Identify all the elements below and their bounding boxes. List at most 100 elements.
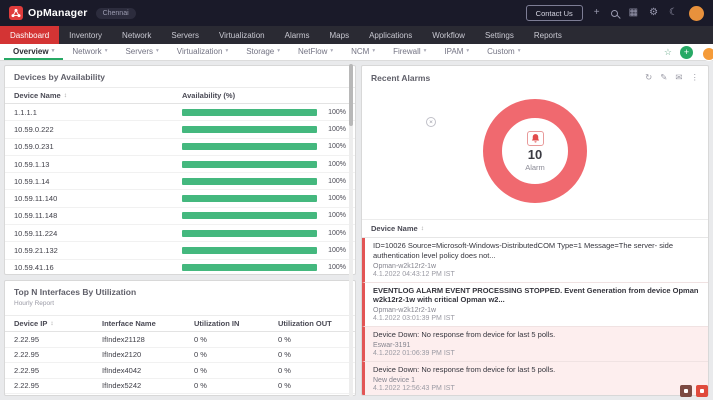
mainnav-item-dashboard[interactable]: Dashboard (0, 26, 60, 44)
table-row[interactable]: 10.59.21.132 100% (5, 242, 355, 260)
search-icon[interactable] (610, 9, 618, 17)
mainnav-item-workflow[interactable]: Workflow (432, 30, 465, 40)
table-row[interactable]: 10.59.1.13 100% (5, 156, 355, 174)
column-header-utilization-out: Utilization OUT (278, 319, 346, 328)
subnav-label: IPAM (444, 46, 464, 56)
alarm-donut-chart: × 10 Alarm (362, 85, 708, 219)
utilization-out-cell: 0 % (278, 334, 291, 344)
device-name-cell: 10.59.21.132 (14, 246, 58, 256)
sort-icon[interactable]: ↕ (420, 225, 424, 232)
subnav-item-overview[interactable]: Overview ▾ (4, 44, 64, 60)
theme-icon[interactable]: ☾ (669, 7, 678, 18)
sort-icon[interactable]: ↕ (50, 320, 54, 327)
subnav-label: Custom (487, 46, 515, 56)
left-scrollbar[interactable] (349, 64, 353, 397)
subnav-item-virtualization[interactable]: Virtualization ▾ (168, 44, 237, 60)
mainnav-item-maps[interactable]: Maps (329, 30, 350, 40)
alarm-list-item[interactable]: ID=10026 Source=Microsoft-Windows-Distri… (362, 238, 708, 283)
table-row[interactable]: 10.59.11.224 100% (5, 225, 355, 243)
alarm-list-item[interactable]: EVENTLOG ALARM EVENT PROCESSING STOPPED.… (362, 282, 708, 327)
mainnav-item-alarms[interactable]: Alarms (284, 30, 310, 40)
mainnav-item-virtualization[interactable]: Virtualization (218, 30, 265, 40)
table-row[interactable]: 2.22.95 IfIndex4042 0 % 0 % (5, 363, 355, 379)
refresh-icon[interactable]: ↻ (645, 72, 653, 82)
panel-subtitle: Hourly Report (14, 300, 55, 307)
availability-rows: 1.1.1.1 100% 10.59.0.222 100% 10.59.0.231 100… (5, 104, 355, 274)
user-avatar[interactable] (689, 5, 704, 21)
table-row[interactable]: 10.59.41.16 100% (5, 260, 355, 274)
topbar: OpManager Chennai Contact Us + ▦ ⚙ ☾ (0, 0, 713, 26)
app-title: OpManager (28, 7, 88, 19)
subnav-item-firewall[interactable]: Firewall ▾ (384, 44, 435, 60)
subnav-item-network[interactable]: Network ▾ (63, 44, 116, 60)
table-row[interactable]: 192.168.90.121IfIndex20 %0 % (5, 394, 355, 395)
alarm-list-header[interactable]: Device Name ↕ (362, 219, 708, 238)
alarm-list-item[interactable]: Device Down: No response from device for… (362, 361, 708, 395)
chevron-down-icon: ▾ (423, 48, 427, 54)
floating-widgets (680, 385, 708, 397)
apps-icon[interactable]: ▦ (628, 7, 639, 18)
edit-icon[interactable]: ✎ (660, 72, 668, 82)
location-selector[interactable]: Chennai (95, 7, 136, 19)
interface-name-cell: IfIndex4042 (102, 365, 142, 375)
subnav-item-custom[interactable]: Custom ▾ (478, 44, 529, 60)
mainnav-item-settings[interactable]: Settings (484, 30, 514, 40)
mainnav-item-applications[interactable]: Applications (369, 30, 413, 40)
table-row[interactable]: 10.59.11.140 100% (5, 190, 355, 208)
chevron-down-icon: ▾ (466, 48, 470, 54)
availability-bar-track (182, 229, 317, 237)
subnav-item-ncm[interactable]: NCM ▾ (342, 44, 384, 60)
scrollbar-thumb[interactable] (349, 64, 353, 126)
utilization-out-cell: 0 % (278, 381, 291, 391)
subnav-item-servers[interactable]: Servers ▾ (116, 44, 167, 60)
more-icon[interactable]: ⋮ (690, 72, 700, 82)
alarm-list-item[interactable]: Device Down: No response from device for… (362, 327, 708, 362)
device-name-cell: 10.59.11.140 (14, 194, 58, 204)
table-row[interactable]: 2.22.95 IfIndex5242 0 % 0 % (5, 379, 355, 394)
column-header-device-ip[interactable]: Device IP ↕ (14, 319, 102, 328)
alarms-panel-header: Recent Alarms ↻ ✎ ✉ ⋮ (362, 66, 708, 85)
favorite-star-icon[interactable]: ☆ (663, 46, 672, 57)
sort-icon[interactable]: ↕ (63, 92, 67, 99)
utilization-out-cell: 0 % (278, 350, 291, 360)
availability-bar-track (182, 108, 317, 116)
mainnav-item-network[interactable]: Network (122, 30, 152, 40)
chat-widget-icon[interactable] (696, 385, 708, 397)
mainnav-item-servers[interactable]: Servers (171, 30, 199, 40)
assistant-bubble-icon[interactable] (702, 47, 713, 61)
availability-bar: 100% (182, 212, 346, 220)
mainnav-item-inventory[interactable]: Inventory (69, 30, 103, 40)
column-header-device-name[interactable]: Device Name ↕ (14, 91, 182, 100)
column-label: Utilization IN (194, 319, 240, 328)
feedback-widget-icon[interactable] (680, 385, 692, 397)
subnav-item-ipam[interactable]: IPAM ▾ (435, 44, 478, 60)
table-row[interactable]: 1.1.1.1 100% (5, 104, 355, 122)
table-row[interactable]: 10.59.0.231 100% (5, 139, 355, 156)
collapse-chart-icon[interactable]: × (426, 117, 436, 127)
mainnav-item-reports[interactable]: Reports (533, 30, 562, 40)
subnav-item-storage[interactable]: Storage ▾ (237, 44, 289, 60)
availability-bar-track (182, 264, 317, 272)
table-row[interactable]: 10.59.11.148 100% (5, 208, 355, 226)
alarm-donut-ring[interactable]: 10 Alarm (483, 99, 587, 203)
utilization-in-cell: 0 % (194, 365, 207, 375)
subnav-item-netflow[interactable]: NetFlow ▾ (289, 44, 342, 60)
contact-us-button[interactable]: Contact Us (525, 5, 583, 21)
table-row[interactable]: 10.59.0.222 100% (5, 121, 355, 139)
table-row[interactable]: 2.22.95 IfIndex21128 0 % 0 % (5, 332, 355, 348)
add-icon[interactable]: + (593, 7, 600, 18)
email-icon[interactable]: ✉ (675, 72, 683, 82)
column-label: Device IP (14, 319, 48, 328)
availability-value: 100% (328, 177, 346, 185)
table-row[interactable]: 2.22.95 IfIndex2120 0 % 0 % (5, 348, 355, 363)
opmanager-logo-icon (9, 6, 23, 20)
add-dashboard-button[interactable]: + (680, 45, 693, 59)
alarm-count-label: Alarm (525, 162, 545, 172)
availability-value: 100% (328, 212, 346, 220)
app-logo[interactable]: OpManager (9, 6, 88, 20)
table-row[interactable]: 10.59.1.14 100% (5, 173, 355, 191)
subnav-label: Virtualization (176, 46, 223, 56)
interfaces-rows: 2.22.95 IfIndex21128 0 % 0 % 2.22.95 IfIndex2… (5, 332, 355, 395)
settings-icon[interactable]: ⚙ (649, 7, 659, 18)
alarm-time: 4.1.2022 01:06:39 PM IST (373, 349, 455, 357)
